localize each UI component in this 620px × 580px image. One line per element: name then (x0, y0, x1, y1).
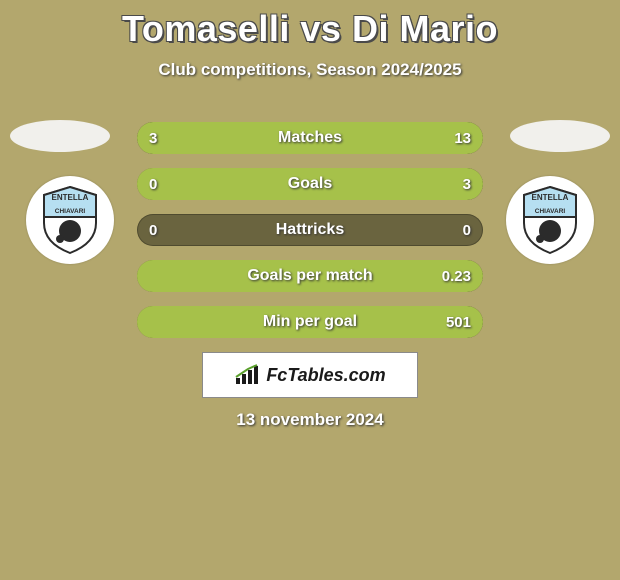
club-crest-left: ENTELLA CHIAVARI (26, 176, 114, 264)
flag-left (10, 120, 110, 152)
flag-right (510, 120, 610, 152)
bar-value-right: 0.23 (442, 260, 471, 292)
bar-value-right: 501 (446, 306, 471, 338)
shield-icon: ENTELLA CHIAVARI (520, 185, 580, 255)
watermark-text: FcTables.com (266, 365, 385, 386)
bar-value-right: 13 (454, 122, 471, 154)
page-title: Tomaselli vs Di Mario (0, 0, 620, 50)
bar-label: Goals per match (137, 260, 483, 292)
watermark: FcTables.com (202, 352, 418, 398)
comparison-bars: 3Matches130Goals30Hattricks0Goals per ma… (137, 122, 483, 338)
bar-label: Matches (137, 122, 483, 154)
crest-top-text: ENTELLA (532, 193, 569, 202)
bar-label: Hattricks (137, 214, 483, 246)
stat-bar: 3Matches13 (137, 122, 483, 154)
stat-bar: Goals per match0.23 (137, 260, 483, 292)
page-subtitle: Club competitions, Season 2024/2025 (0, 60, 620, 80)
crest-top-text: ENTELLA (52, 193, 89, 202)
crest-bottom-text: CHIAVARI (535, 208, 566, 215)
bar-label: Goals (137, 168, 483, 200)
bar-value-right: 3 (463, 168, 471, 200)
date-label: 13 november 2024 (0, 410, 620, 430)
stat-bar: Min per goal501 (137, 306, 483, 338)
bar-label: Min per goal (137, 306, 483, 338)
crest-bottom-text: CHIAVARI (55, 208, 86, 215)
club-crest-right: ENTELLA CHIAVARI (506, 176, 594, 264)
shield-icon: ENTELLA CHIAVARI (40, 185, 100, 255)
bar-value-right: 0 (463, 214, 471, 246)
stat-bar: 0Goals3 (137, 168, 483, 200)
stat-bar: 0Hattricks0 (137, 214, 483, 246)
bar-chart-icon (234, 364, 260, 386)
